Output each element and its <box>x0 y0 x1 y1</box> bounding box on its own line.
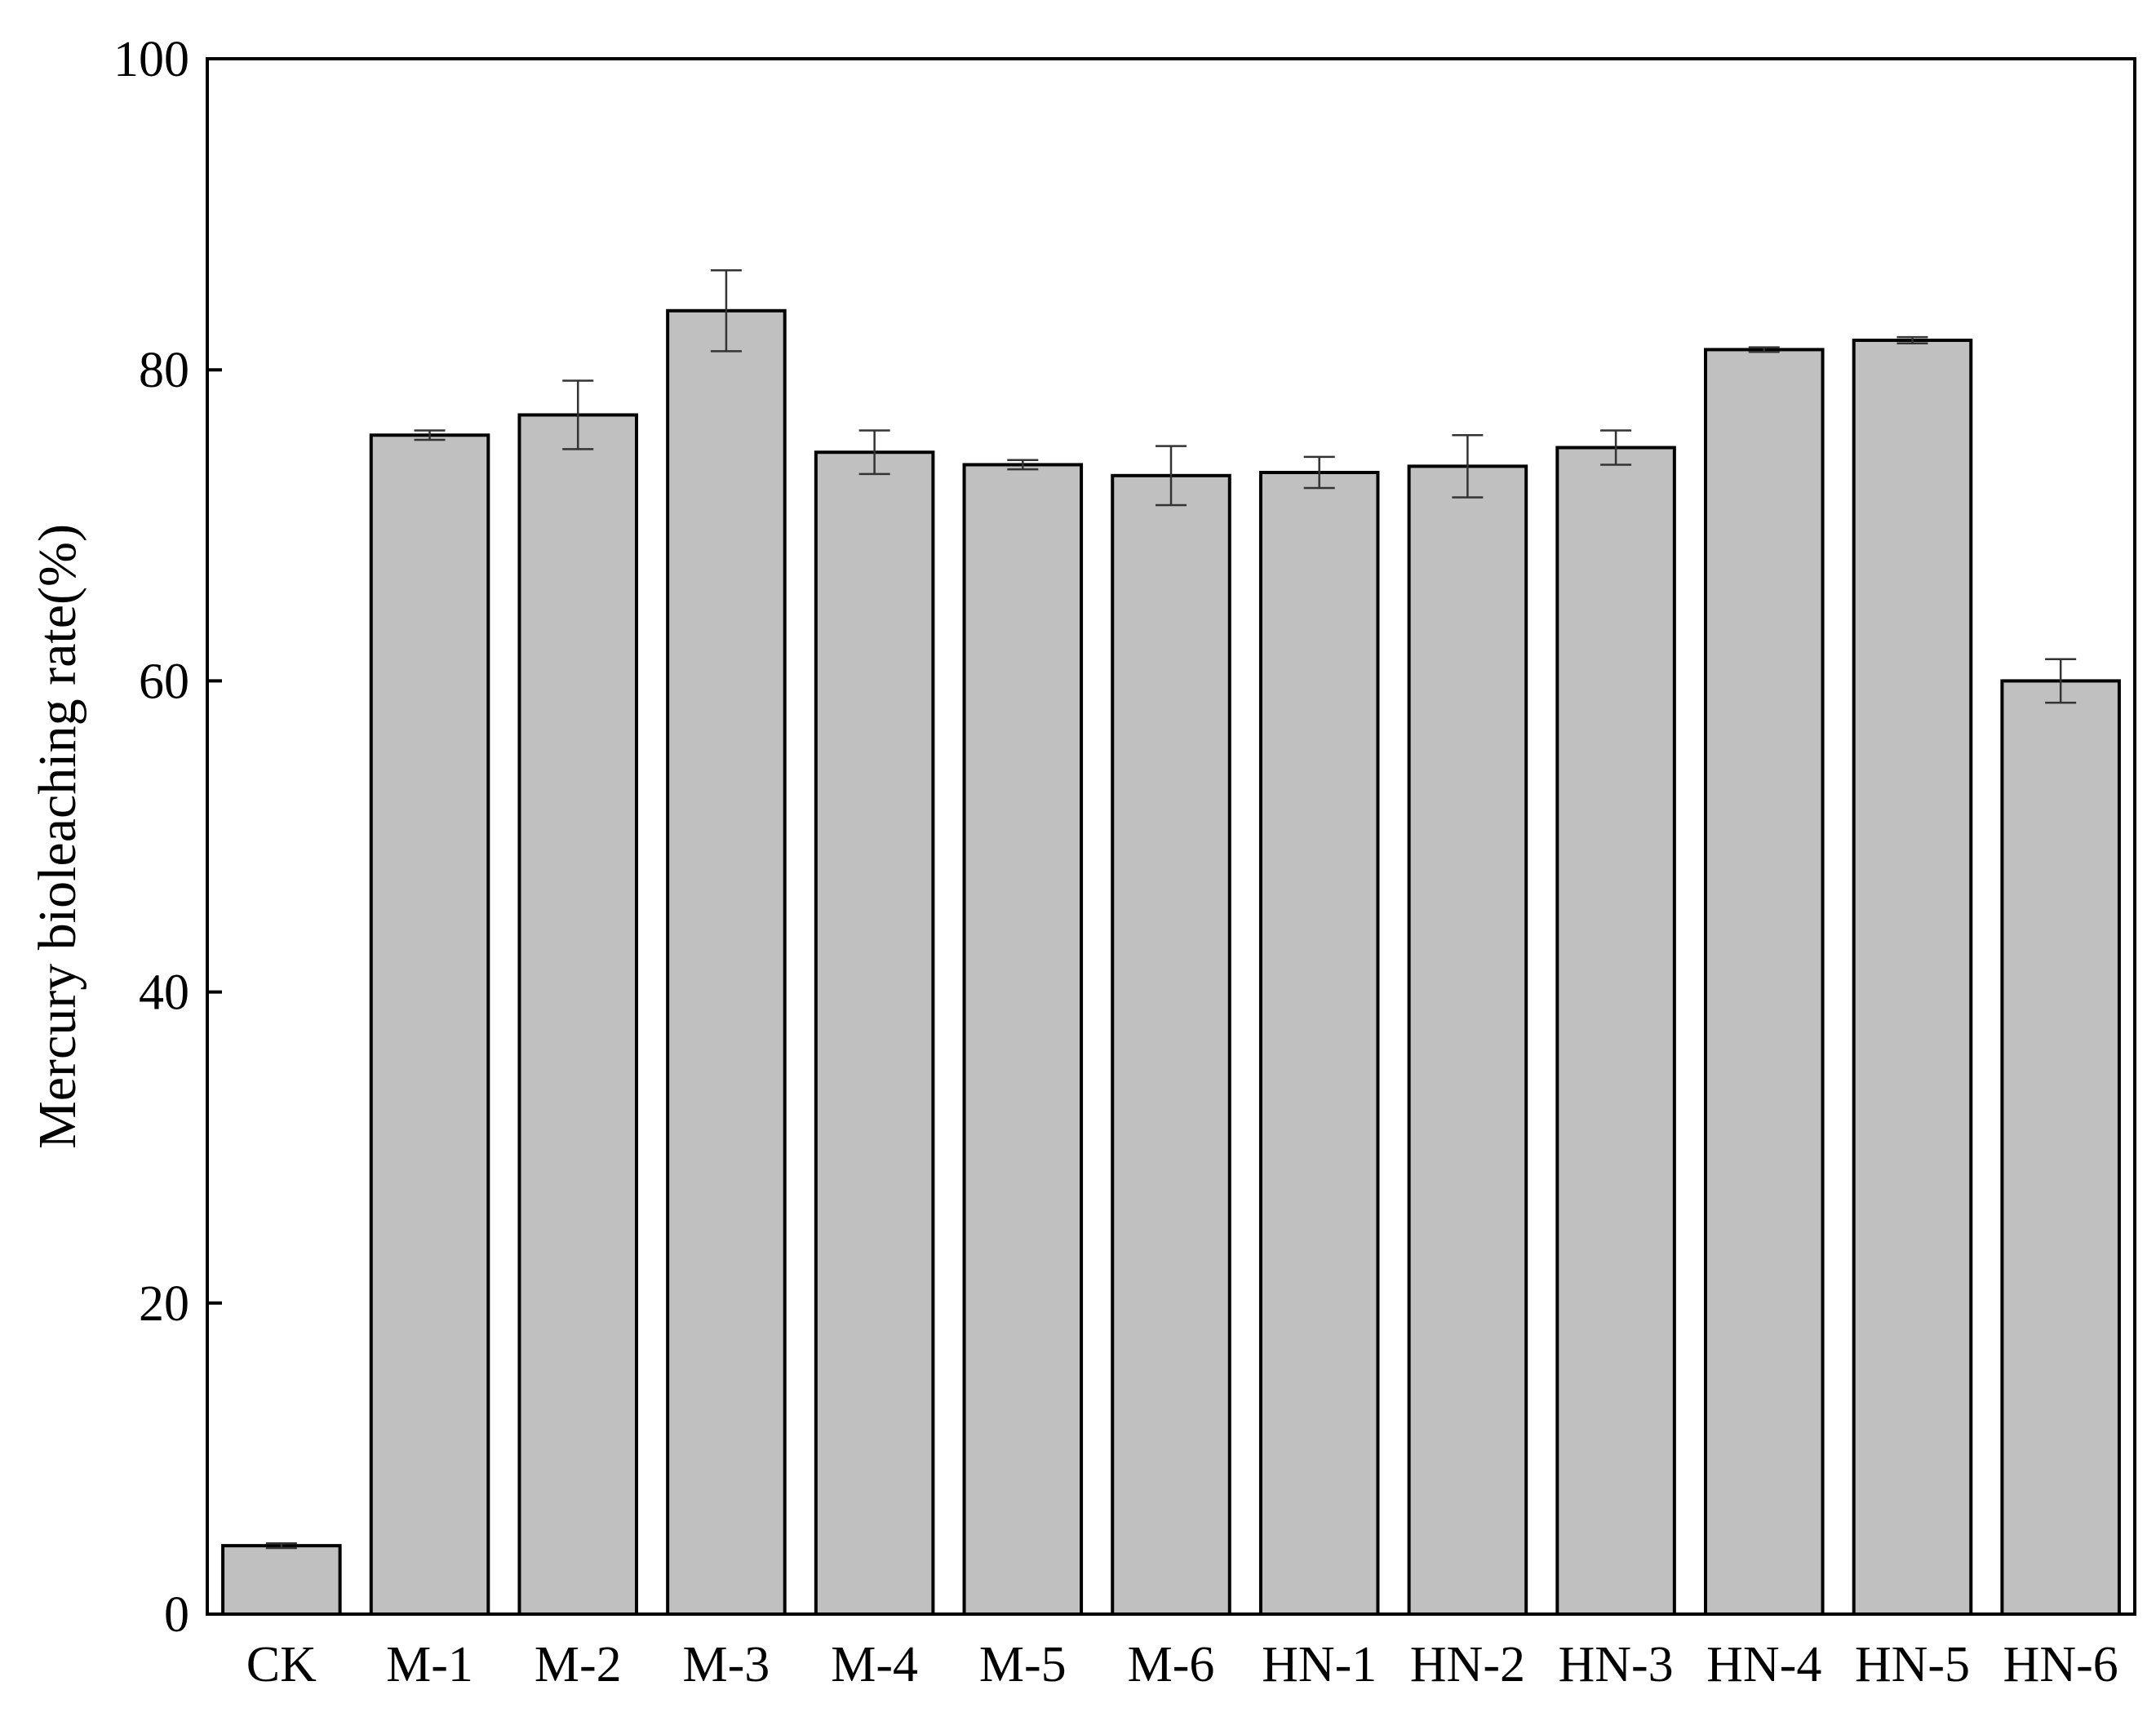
bar-m-4 <box>814 450 935 1616</box>
y-tick-label-60: 60 <box>139 654 189 709</box>
x-tick-label-hn-5: HN-5 <box>1855 1637 1970 1692</box>
error-bar-m-3 <box>710 268 742 353</box>
bar-hn-1 <box>1258 470 1380 1616</box>
bar-hn-5 <box>1852 338 1973 1617</box>
error-bars <box>265 268 2077 1550</box>
x-tick-label-m-3: M-3 <box>683 1637 770 1692</box>
error-bar-m-6 <box>1156 445 1187 507</box>
error-bar-hn-4 <box>1748 346 1780 353</box>
x-tick-label-m-2: M-2 <box>535 1637 622 1692</box>
x-tick-label-m-1: M-1 <box>386 1637 473 1692</box>
plot-frame <box>206 57 2136 1616</box>
error-bar-m-5 <box>1007 459 1039 471</box>
x-tick-label-ck: CK <box>246 1637 317 1692</box>
y-tick-label-40: 40 <box>139 965 189 1021</box>
error-bar-hn-3 <box>1600 429 1632 466</box>
bar-hn-3 <box>1555 446 1676 1616</box>
x-tick-label-hn-3: HN-3 <box>1558 1637 1673 1692</box>
bar-m-5 <box>962 463 1084 1617</box>
x-tick-label-m-4: M-4 <box>831 1637 918 1692</box>
y-tick-label-100: 100 <box>113 32 189 87</box>
x-tick-label-hn-6: HN-6 <box>2003 1637 2118 1692</box>
bars <box>221 308 2121 1617</box>
bar-m-6 <box>1111 473 1231 1616</box>
bar-m-1 <box>369 433 490 1617</box>
error-bar-m-2 <box>562 379 594 450</box>
bar-hn-2 <box>1407 464 1528 1617</box>
error-bar-m-4 <box>858 429 890 476</box>
bar-hn-6 <box>2000 679 2121 1616</box>
x-tick-label-hn-4: HN-4 <box>1706 1637 1821 1692</box>
x-axis-labels: CK M-1 M-2 M-3 M-4 M-5 M-6 HN-1 HN-2 HN-3 HN-4 HN-5… <box>246 1637 2118 1692</box>
y-tick-label-0: 0 <box>164 1587 189 1643</box>
bar-m-3 <box>666 308 787 1617</box>
y-axis-title: Mercury bioleaching rate(%) <box>28 524 87 1149</box>
error-bar-m-1 <box>414 429 446 441</box>
error-bar-hn-5 <box>1896 335 1928 345</box>
y-tick-label-80: 80 <box>139 343 189 398</box>
error-bar-hn-2 <box>1452 434 1484 499</box>
bar-m-2 <box>517 413 638 1616</box>
bar-ck <box>221 1544 342 1616</box>
x-tick-label-m-6: M-6 <box>1128 1637 1215 1692</box>
error-bar-hn-6 <box>2045 658 2077 704</box>
y-axis-ticks: 0 20 40 60 80 100 <box>113 32 222 1643</box>
x-tick-label-m-5: M-5 <box>979 1637 1067 1692</box>
x-tick-label-hn-1: HN-1 <box>1262 1637 1377 1692</box>
x-tick-label-hn-2: HN-2 <box>1410 1637 1525 1692</box>
error-bar-hn-1 <box>1303 455 1335 490</box>
y-tick-label-20: 20 <box>139 1276 189 1332</box>
error-bar-ck <box>265 1542 297 1550</box>
bar-hn-4 <box>1704 348 1825 1616</box>
